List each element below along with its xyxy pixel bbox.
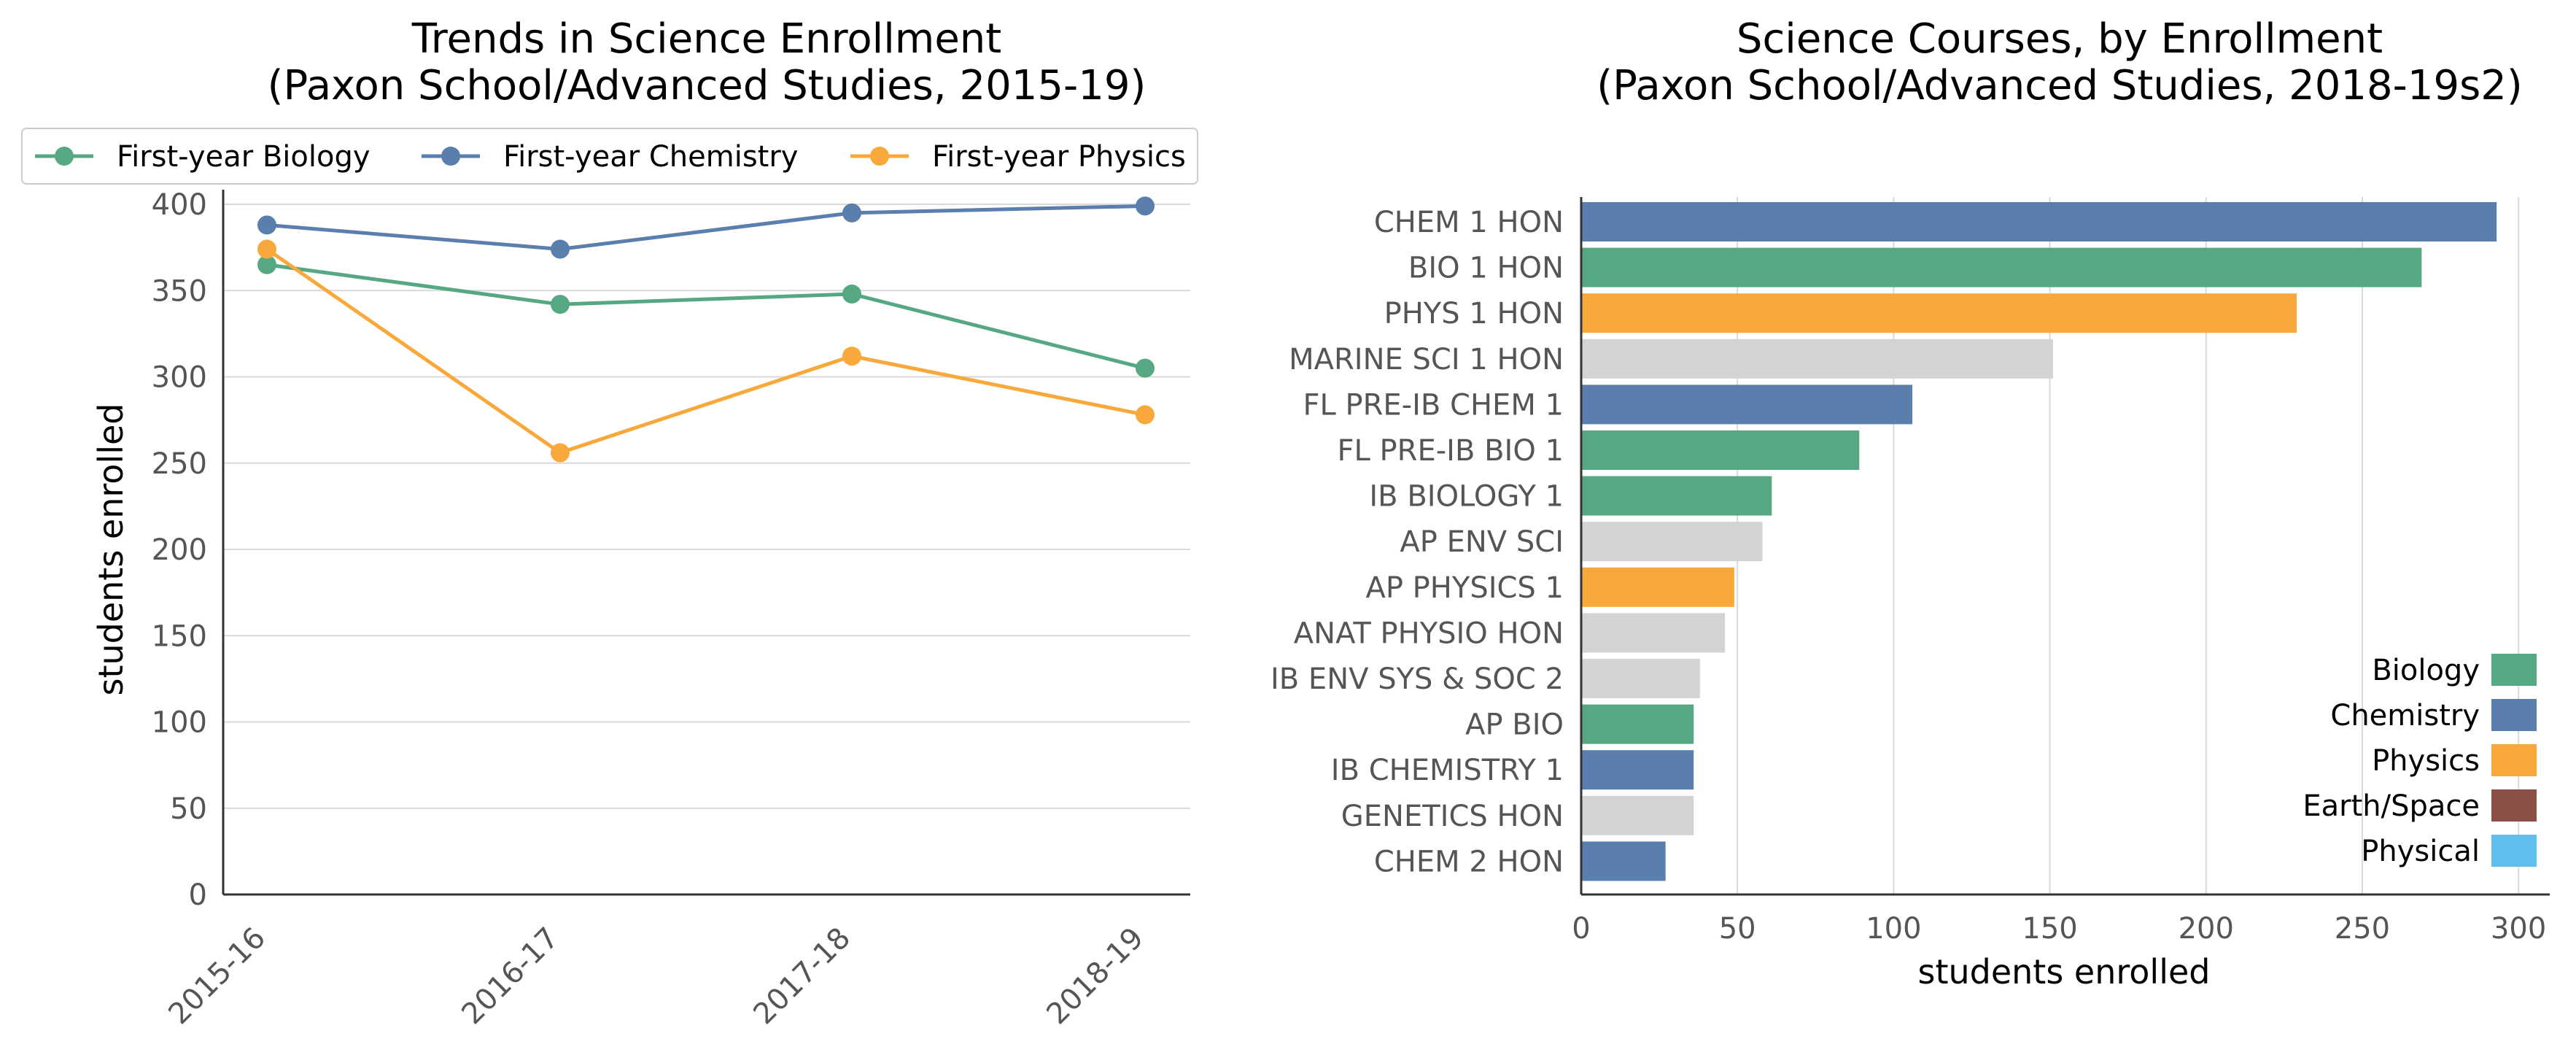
- y-tick-label: 0: [189, 878, 207, 912]
- legend-marker: [441, 147, 460, 166]
- legend-label: Physical: [2361, 835, 2480, 868]
- category-label: AP PHYSICS 1: [1365, 571, 1564, 605]
- chart-title-line-1: Trends in Science Enrollment: [411, 15, 1001, 63]
- x-tick-label: 2015-16: [162, 921, 272, 1032]
- bar: [1581, 750, 1694, 790]
- legend-swatch: [2491, 835, 2537, 867]
- y-tick-label: 250: [152, 447, 207, 481]
- x-tick-label: 2017-18: [747, 921, 857, 1032]
- category-label: IB CHEMISTRY 1: [1331, 754, 1564, 787]
- category-label: AP ENV SCI: [1400, 525, 1564, 559]
- x-tick-label: 50: [1719, 912, 1756, 946]
- legend-label: Chemistry: [2330, 699, 2480, 733]
- bar: [1581, 659, 1700, 698]
- bar-chart: Science Courses, by Enrollment(Paxon Sch…: [1270, 15, 2550, 992]
- series-line: [265, 247, 1146, 455]
- legend-label: Earth/Space: [2303, 789, 2480, 823]
- y-tick-label: 50: [170, 792, 207, 826]
- y-tick-label: 150: [152, 619, 207, 653]
- x-tick-label: 100: [1866, 912, 1921, 946]
- category-label: CHEM 2 HON: [1374, 845, 1564, 878]
- y-tick-label: 300: [152, 361, 207, 395]
- legend-swatch: [2491, 699, 2537, 731]
- data-point: [551, 239, 570, 259]
- bar: [1581, 202, 2497, 241]
- data-point: [551, 295, 570, 314]
- y-axis-label: students enrolled: [91, 403, 131, 696]
- data-point: [1136, 358, 1155, 378]
- x-tick-label: 0: [1572, 912, 1590, 946]
- x-tick-label: 300: [2491, 912, 2546, 946]
- bar: [1581, 522, 1763, 562]
- legend-label: First-year Biology: [117, 140, 371, 174]
- bar: [1581, 795, 1694, 835]
- bar: [1581, 841, 1666, 881]
- bar: [1581, 704, 1694, 744]
- category-label: GENETICS HON: [1341, 800, 1564, 833]
- data-point: [842, 347, 861, 366]
- data-point: [551, 443, 570, 463]
- legend-label: First-year Chemistry: [503, 140, 798, 174]
- legend-swatch: [2491, 789, 2537, 822]
- legend-swatch: [2491, 654, 2537, 686]
- bar: [1581, 247, 2422, 287]
- y-tick-label: 400: [152, 188, 207, 222]
- chart-title-line-2: (Paxon School/Advanced Studies, 2018-19s…: [1597, 62, 2523, 109]
- legend-box: [21, 128, 1198, 185]
- series-line: [266, 263, 1146, 371]
- legend-label: Physics: [2372, 744, 2480, 778]
- category-label: AP BIO: [1465, 708, 1564, 742]
- y-tick-label: 200: [152, 533, 207, 567]
- bar: [1581, 430, 1860, 470]
- category-label: FL PRE-IB BIO 1: [1338, 434, 1564, 468]
- data-point: [842, 203, 861, 223]
- legend-label: Biology: [2372, 654, 2480, 687]
- x-axis-label: students enrolled: [1918, 952, 2211, 992]
- data-point: [1136, 196, 1155, 216]
- legend-label: First-year Physics: [932, 140, 1186, 174]
- x-tick-label: 150: [2022, 912, 2077, 946]
- category-label: BIO 1 HON: [1408, 252, 1564, 285]
- bar: [1581, 339, 2053, 379]
- legend-swatch: [2491, 744, 2537, 776]
- x-tick-label: 2018-19: [1040, 921, 1150, 1032]
- y-tick-label: 350: [152, 274, 207, 308]
- data-point: [842, 284, 861, 304]
- category-label: CHEM 1 HON: [1374, 206, 1564, 239]
- data-point: [257, 239, 276, 259]
- category-label: ANAT PHYSIO HON: [1294, 617, 1564, 650]
- legend-marker: [870, 147, 889, 166]
- bar: [1581, 476, 1772, 516]
- x-tick-label: 2016-17: [455, 921, 565, 1032]
- chart-title-line-1: Science Courses, by Enrollment: [1737, 15, 2383, 63]
- line-chart: Trends in Science Enrollment(Paxon Schoo…: [21, 15, 1198, 1032]
- chart-title-line-2: (Paxon School/Advanced Studies, 2015-19): [268, 62, 1147, 109]
- bar: [1581, 293, 2297, 333]
- data-point: [257, 255, 276, 274]
- data-point: [257, 215, 276, 235]
- bar: [1581, 384, 1913, 425]
- y-tick-label: 100: [152, 706, 207, 740]
- category-label: FL PRE-IB CHEM 1: [1303, 388, 1564, 422]
- bar: [1581, 567, 1734, 607]
- series-line: [266, 204, 1146, 252]
- category-label: PHYS 1 HON: [1384, 297, 1564, 331]
- category-label: IB ENV SYS & SOC 2: [1270, 662, 1564, 696]
- x-tick-label: 200: [2179, 912, 2234, 946]
- legend-marker: [55, 147, 74, 166]
- data-point: [1136, 405, 1155, 425]
- x-tick-label: 250: [2335, 912, 2390, 946]
- category-label: IB BIOLOGY 1: [1369, 480, 1564, 514]
- category-label: MARINE SCI 1 HON: [1289, 343, 1564, 376]
- bar: [1581, 613, 1726, 653]
